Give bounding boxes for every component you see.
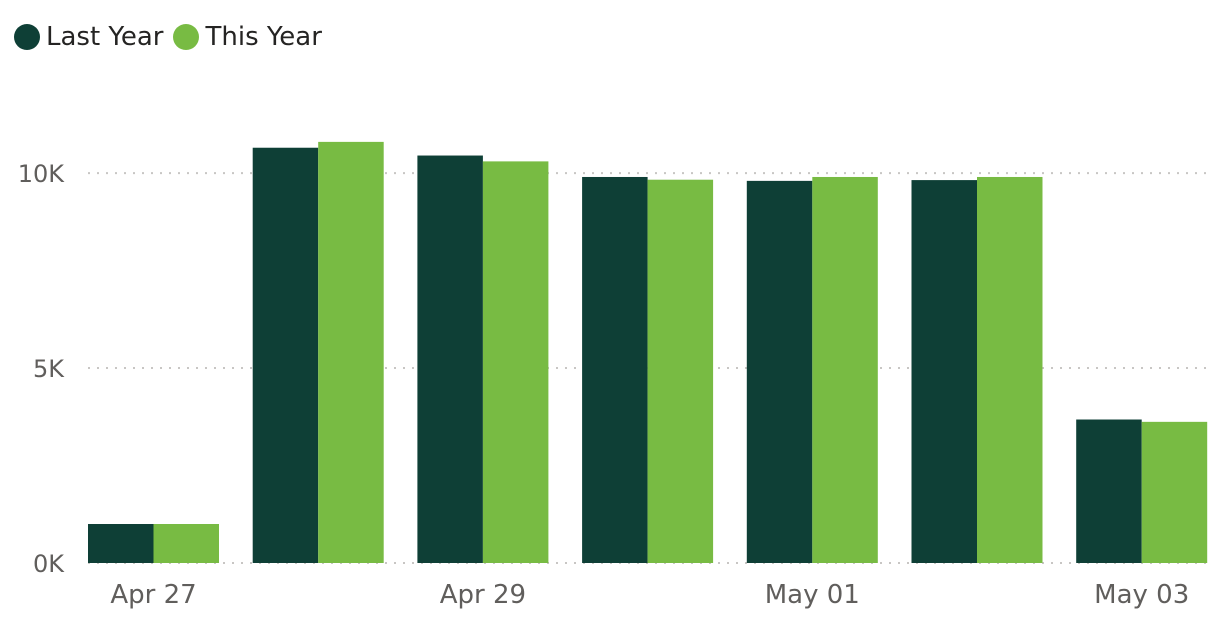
x-tick-label: May 01: [765, 580, 860, 610]
x-tick-label: May 03: [1094, 580, 1189, 610]
bar-this-year: This Year Apr 30: 9830: [647, 179, 714, 563]
y-tick-label: 0K: [33, 550, 65, 578]
legend-swatch-last-year: [14, 24, 40, 50]
y-tick-label: 5K: [33, 355, 65, 383]
y-tick-label: 10K: [18, 160, 66, 188]
bar-last-year: Last Year May 02: 9820: [911, 180, 977, 563]
bar-last-year: Last Year Apr 29: 10450: [417, 155, 483, 563]
x-tick-label: Apr 29: [440, 580, 526, 610]
bar-last-year: Last Year May 03: 3680: [1076, 419, 1142, 563]
bar-this-year: This Year May 02: 9900: [977, 176, 1043, 563]
legend-swatch-this-year: [173, 24, 200, 50]
legend-label-last-year: Last Year: [46, 22, 164, 52]
bar-last-year: Last Year May 01: 9800: [746, 180, 813, 563]
bar-this-year: This Year Apr 27: 1000: [153, 524, 219, 563]
bar-last-year: Last Year Apr 27: 1000: [88, 524, 154, 563]
legend-item-last-year[interactable]: Last Year: [14, 22, 163, 52]
x-tick-label: Apr 27: [110, 580, 196, 610]
legend-item-this-year[interactable]: This Year: [173, 22, 322, 52]
bar-this-year: This Year Apr 29: 10300: [482, 161, 549, 563]
bar-this-year: This Year May 03: 3620: [1141, 421, 1208, 563]
bar-last-year: Last Year Apr 30: 9900: [582, 176, 648, 563]
bar-this-year: This Year May 01: 9900: [812, 176, 878, 563]
bar-this-year: This Year Apr 28: 10800: [318, 141, 384, 563]
legend-label-this-year: This Year: [205, 22, 322, 52]
chart-legend: Last Year This Year: [14, 22, 332, 52]
bar-last-year: Last Year Apr 28: 10650: [252, 147, 319, 564]
